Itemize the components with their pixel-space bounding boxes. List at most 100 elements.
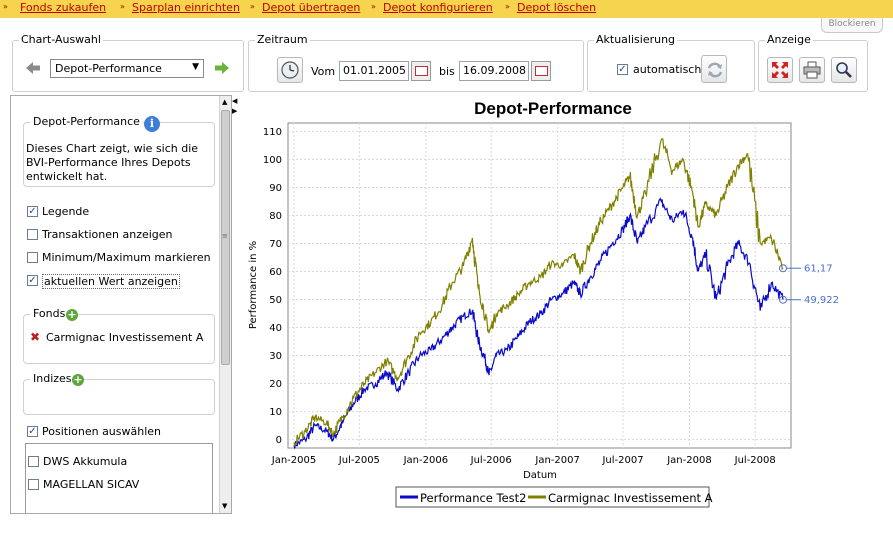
refresh-group: Aktualisierung ✓ automatisch <box>587 33 755 92</box>
nav-link-depot-konfigurieren[interactable]: Depot konfigurieren <box>383 1 493 14</box>
info-text-line: BVI-Performance Ihres Depots <box>26 156 191 169</box>
nav-arrow-icon: » <box>505 2 510 11</box>
calendar-to-button[interactable] <box>531 61 551 81</box>
add-index-icon[interactable]: + <box>72 373 84 386</box>
legend-label-carmignac: Carmignac Investissement A <box>548 491 713 505</box>
series-line-carmignac <box>293 137 784 448</box>
chart-type-select[interactable]: Depot-Performance ▼ <box>50 59 204 78</box>
chart-selection-group: Chart-Auswahl Depot-Performance ▼ <box>12 33 244 92</box>
collapse-arrow-icon[interactable]: ◀ <box>232 97 238 105</box>
nav-arrow-icon: » <box>3 2 8 11</box>
performance-chart: Depot-Performance 0 10 20 30 40 50 60 70 80 90 100… <box>248 99 839 508</box>
y-tick-label: 110 <box>263 127 282 138</box>
indices-box: Indizes + <box>23 372 215 415</box>
positions-checkbox[interactable]: ✓ <box>27 426 38 437</box>
transactions-checkbox[interactable] <box>27 229 38 240</box>
positions-list: DWS Akkumula MAGELLAN SICAV <box>25 443 213 513</box>
scrollbar-thumb[interactable]: ≡ <box>221 110 230 365</box>
y-tick-label: 80 <box>269 211 282 222</box>
previous-arrow-icon[interactable] <box>25 60 41 76</box>
nav-arrow-icon: » <box>120 2 125 11</box>
zoom-button[interactable] <box>831 57 857 83</box>
series-line-performance-test2 <box>293 197 784 449</box>
indices-title: Indizes <box>30 372 75 385</box>
next-arrow-icon[interactable] <box>214 60 230 76</box>
chart-area: Depot-Performance 0 10 20 30 40 50 60 70 80 90 100… <box>238 95 888 520</box>
info-box: Depot-Performance i Dieses Chart zeigt, … <box>23 115 215 187</box>
nav-link-fonds-zukaufen[interactable]: Fonds zukaufen <box>20 1 107 14</box>
position-checkbox[interactable] <box>28 479 39 490</box>
y-tick-label: 0 <box>276 435 282 446</box>
current-value-label: 49,922 <box>804 295 839 306</box>
funds-title: Fonds <box>30 307 69 320</box>
refresh-button[interactable] <box>701 55 727 83</box>
print-button[interactable] <box>799 57 825 83</box>
y-tick-label: 70 <box>269 239 282 250</box>
period-group: Zeitraum Vom 01.01.2005 bis 16.09.2008 <box>248 33 584 92</box>
y-tick-label: 40 <box>269 323 282 334</box>
position-item-label: MAGELLAN SICAV <box>43 478 140 491</box>
funds-box: Fonds + ✖ Carmignac Investissement A <box>23 307 215 364</box>
x-tick-label: Jul-2007 <box>601 455 643 466</box>
refresh-icon <box>707 62 723 78</box>
fund-item-label: Carmignac Investissement A <box>46 331 204 344</box>
nav-link-depot-uebertragen[interactable]: Depot übertragen <box>262 1 361 14</box>
legend-label-performance-test2: Performance Test2 <box>420 491 527 505</box>
display-group: Anzeige <box>758 33 868 92</box>
clock-icon <box>281 61 299 79</box>
calendar-from-button[interactable] <box>411 61 431 81</box>
clock-button[interactable] <box>277 57 303 83</box>
remove-fund-icon[interactable]: ✖ <box>30 330 41 344</box>
expand-arrow-icon[interactable]: ▶ <box>232 107 238 115</box>
scroll-down-icon[interactable]: ▼ <box>222 502 228 510</box>
plot-background <box>287 122 792 449</box>
position-item-label: DWS Akkumula <box>43 455 128 468</box>
add-fund-icon[interactable]: + <box>66 308 78 321</box>
y-tick-label: 10 <box>269 407 282 418</box>
fullscreen-button[interactable] <box>767 57 793 83</box>
x-tick-label: Jan-2006 <box>403 455 448 466</box>
auto-refresh-label: automatisch <box>633 63 702 76</box>
x-axis-label: Datum <box>523 470 557 481</box>
chevron-down-icon: ▼ <box>192 62 199 72</box>
info-icon[interactable]: i <box>144 116 160 132</box>
nav-link-depot-loeschen[interactable]: Depot löschen <box>517 1 597 14</box>
legend-label: Legende <box>42 205 90 218</box>
info-text-line: entwickelt hat. <box>26 170 108 183</box>
positions-label: Positionen auswählen <box>42 425 162 438</box>
blockieren-tab[interactable]: Blockieren <box>821 18 883 33</box>
x-tick-label: Jul-2006 <box>470 455 512 466</box>
period-to-label: bis <box>439 65 455 78</box>
position-checkbox[interactable] <box>28 456 39 467</box>
transactions-label: Transaktionen anzeigen <box>42 228 173 241</box>
chart-title: Depot-Performance <box>474 99 632 118</box>
panel-scrollbar[interactable]: ▲ ≡ ▼ <box>219 96 231 513</box>
y-tick-label: 30 <box>269 351 282 362</box>
info-box-title: Depot-Performance <box>30 115 143 128</box>
period-title: Zeitraum <box>255 33 310 46</box>
period-to-input[interactable]: 16.09.2008 <box>459 61 529 81</box>
magnifier-icon <box>836 62 852 78</box>
info-text: Dieses Chart zeigt, wie sich die BVI-Per… <box>26 142 198 184</box>
minmax-label: Minimum/Maximum markieren <box>42 251 211 264</box>
x-tick-label: Jan-2005 <box>271 455 316 466</box>
top-navigation-bar: » Fonds zukaufen » Sparplan einrichten »… <box>0 0 893 18</box>
current-value-checkbox[interactable]: ✓ <box>27 275 38 286</box>
y-axis-label: Performance in % <box>248 241 259 329</box>
chart-type-selected-value: Depot-Performance <box>55 62 162 75</box>
x-tick-label: Jan-2007 <box>534 455 579 466</box>
nav-arrow-icon: » <box>371 2 376 11</box>
minmax-checkbox[interactable] <box>27 252 38 263</box>
nav-link-sparplan-einrichten[interactable]: Sparplan einrichten <box>132 1 240 14</box>
x-tick-label: Jul-2005 <box>338 455 380 466</box>
auto-refresh-checkbox[interactable]: ✓ <box>617 64 628 75</box>
scroll-up-icon[interactable]: ▲ <box>222 98 228 106</box>
current-value-marker <box>779 264 787 273</box>
legend-checkbox[interactable]: ✓ <box>27 206 38 217</box>
printer-icon <box>803 61 821 79</box>
refresh-title: Aktualisierung <box>594 33 678 46</box>
chart-selection-title: Chart-Auswahl <box>19 33 103 46</box>
current-value-label: aktuellen Wert anzeigen <box>42 274 180 289</box>
period-from-label: Vom <box>311 65 336 78</box>
period-from-input[interactable]: 01.01.2005 <box>339 61 409 81</box>
